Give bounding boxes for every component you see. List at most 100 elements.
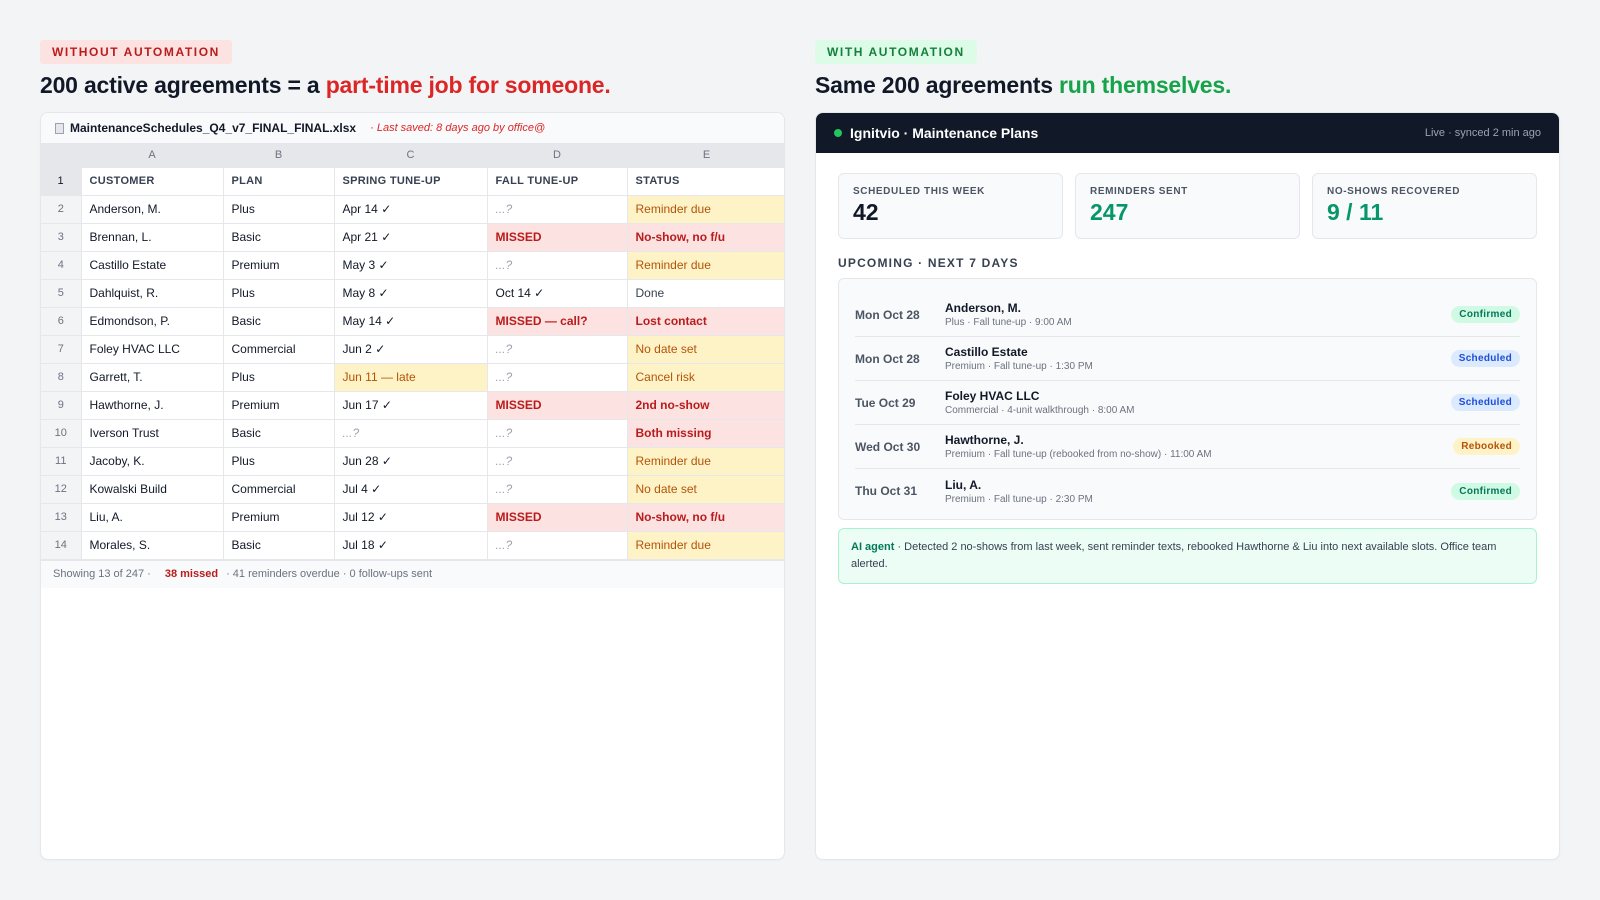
- cell-fall-tune-up[interactable]: MISSED: [487, 223, 628, 252]
- table-row[interactable]: 10 Iverson Trust Basic...?...? Both missing: [41, 419, 784, 448]
- table-row[interactable]: 11 Jacoby, K. Plus Jun 28 ✓...? Reminder due: [41, 447, 784, 476]
- cell-customer[interactable]: Hawthorne, J.: [81, 391, 224, 420]
- column-header-b[interactable]: B: [223, 143, 335, 168]
- cell-spring-tune-up[interactable]: Apr 21 ✓: [334, 223, 488, 252]
- table-row[interactable]: 3 Brennan, L. Basic Apr 21 ✓ MISSED No-show, …: [41, 223, 784, 252]
- cell-plan[interactable]: Basic: [223, 307, 335, 336]
- row-number[interactable]: 9: [41, 391, 82, 420]
- cell-spring-tune-up[interactable]: Jun 2 ✓: [334, 335, 488, 364]
- cell-fall-tune-up[interactable]: ...?: [487, 195, 628, 224]
- cell-fall-tune-up[interactable]: ...?: [487, 363, 628, 392]
- cell-fall-tune-up[interactable]: MISSED — call?: [487, 307, 628, 336]
- cell-customer[interactable]: Castillo Estate: [81, 251, 224, 280]
- cell-fall-tune-up[interactable]: ...?: [487, 531, 628, 560]
- row-number[interactable]: 14: [41, 531, 82, 560]
- cell-fall-tune-up[interactable]: ...?: [487, 335, 628, 364]
- cell-spring-tune-up[interactable]: May 3 ✓: [334, 251, 488, 280]
- cell-status[interactable]: Both missing: [627, 419, 784, 448]
- column-header-e[interactable]: E: [627, 143, 784, 168]
- cell-customer[interactable]: Brennan, L.: [81, 223, 224, 252]
- cell-customer[interactable]: Morales, S.: [81, 531, 224, 560]
- column-header-c[interactable]: C: [334, 143, 488, 168]
- cell-status[interactable]: Reminder due: [627, 251, 784, 280]
- cell-status[interactable]: Reminder due: [627, 195, 784, 224]
- cell-spring-tune-up[interactable]: ...?: [334, 419, 488, 448]
- cell-status[interactable]: No date set: [627, 335, 784, 364]
- cell-plan[interactable]: Plus: [223, 279, 335, 308]
- header-spring-tune-up[interactable]: SPRING TUNE-UP: [334, 167, 488, 196]
- cell-plan[interactable]: Plus: [223, 363, 335, 392]
- cell-status[interactable]: No-show, no f/u: [627, 503, 784, 532]
- cell-plan[interactable]: Premium: [223, 391, 335, 420]
- cell-plan[interactable]: Premium: [223, 503, 335, 532]
- cell-customer[interactable]: Liu, A.: [81, 503, 224, 532]
- cell-spring-tune-up[interactable]: Apr 14 ✓: [334, 195, 488, 224]
- column-header-d[interactable]: D: [487, 143, 628, 168]
- row-number[interactable]: 2: [41, 195, 82, 224]
- row-number[interactable]: 8: [41, 363, 82, 392]
- cell-spring-tune-up[interactable]: Jul 4 ✓: [334, 475, 488, 504]
- row-number[interactable]: 5: [41, 279, 82, 308]
- cell-plan[interactable]: Plus: [223, 447, 335, 476]
- row-number[interactable]: 7: [41, 335, 82, 364]
- cell-customer[interactable]: Edmondson, P.: [81, 307, 224, 336]
- table-row[interactable]: 6 Edmondson, P. Basic May 14 ✓ MISSED — call…: [41, 307, 784, 336]
- corner-cell[interactable]: [41, 143, 82, 168]
- appointment-row[interactable]: Mon Oct 28 Castillo Estate Premium · Fall …: [855, 337, 1520, 381]
- header-customer[interactable]: CUSTOMER: [81, 167, 224, 196]
- header-fall-tune-up[interactable]: FALL TUNE-UP: [487, 167, 628, 196]
- table-row[interactable]: 8 Garrett, T. Plus Jun 11 — late...? Cancel …: [41, 363, 784, 392]
- cell-status[interactable]: Lost contact: [627, 307, 784, 336]
- row-number[interactable]: 6: [41, 307, 82, 336]
- row-number[interactable]: 13: [41, 503, 82, 532]
- appointment-row[interactable]: Thu Oct 31 Liu, A. Premium · Fall tune-up …: [855, 469, 1520, 513]
- file-name[interactable]: MaintenanceSchedules_Q4_v7_FINAL_FINAL.x…: [70, 121, 357, 135]
- cell-status[interactable]: Reminder due: [627, 447, 784, 476]
- table-row[interactable]: 12 Kowalski Build Commercial Jul 4 ✓...? No …: [41, 475, 784, 504]
- table-row[interactable]: 9 Hawthorne, J. Premium Jun 17 ✓ MISSED 2nd n…: [41, 391, 784, 420]
- cell-customer[interactable]: Garrett, T.: [81, 363, 224, 392]
- table-row[interactable]: 5 Dahlquist, R. Plus May 8 ✓ Oct 14 ✓ Done: [41, 279, 784, 308]
- cell-spring-tune-up[interactable]: Jul 18 ✓: [334, 531, 488, 560]
- header-plan[interactable]: PLAN: [223, 167, 335, 196]
- row-number[interactable]: 1: [41, 167, 82, 196]
- cell-fall-tune-up[interactable]: ...?: [487, 475, 628, 504]
- appointment-row[interactable]: Tue Oct 29 Foley HVAC LLC Commercial · 4-u…: [855, 381, 1520, 425]
- cell-status[interactable]: Done: [627, 279, 784, 308]
- table-row[interactable]: 14 Morales, S. Basic Jul 18 ✓...? Reminder d…: [41, 531, 784, 560]
- table-row[interactable]: 2 Anderson, M. Plus Apr 14 ✓...? Reminder du…: [41, 195, 784, 224]
- cell-spring-tune-up[interactable]: Jun 11 — late: [334, 363, 488, 392]
- stat-card-scheduled[interactable]: SCHEDULED THIS WEEK 42: [838, 173, 1063, 239]
- cell-fall-tune-up[interactable]: MISSED: [487, 391, 628, 420]
- row-number[interactable]: 12: [41, 475, 82, 504]
- row-number[interactable]: 11: [41, 447, 82, 476]
- appointment-row[interactable]: Mon Oct 28 Anderson, M. Plus · Fall tune-u…: [855, 293, 1520, 337]
- cell-customer[interactable]: Anderson, M.: [81, 195, 224, 224]
- stat-card-reminders[interactable]: REMINDERS SENT 247: [1075, 173, 1300, 239]
- cell-spring-tune-up[interactable]: May 14 ✓: [334, 307, 488, 336]
- stat-card-no-shows[interactable]: NO-SHOWS RECOVERED 9 / 11: [1312, 173, 1537, 239]
- cell-fall-tune-up[interactable]: MISSED: [487, 503, 628, 532]
- cell-customer[interactable]: Iverson Trust: [81, 419, 224, 448]
- cell-spring-tune-up[interactable]: May 8 ✓: [334, 279, 488, 308]
- cell-customer[interactable]: Jacoby, K.: [81, 447, 224, 476]
- cell-status[interactable]: No date set: [627, 475, 784, 504]
- cell-plan[interactable]: Commercial: [223, 335, 335, 364]
- cell-plan[interactable]: Basic: [223, 531, 335, 560]
- cell-status[interactable]: Cancel risk: [627, 363, 784, 392]
- cell-status[interactable]: 2nd no-show: [627, 391, 784, 420]
- cell-plan[interactable]: Basic: [223, 419, 335, 448]
- cell-fall-tune-up[interactable]: ...?: [487, 251, 628, 280]
- cell-fall-tune-up[interactable]: Oct 14 ✓: [487, 279, 628, 308]
- table-row[interactable]: 13 Liu, A. Premium Jul 12 ✓ MISSED No-show, n…: [41, 503, 784, 532]
- cell-fall-tune-up[interactable]: ...?: [487, 419, 628, 448]
- cell-spring-tune-up[interactable]: Jun 28 ✓: [334, 447, 488, 476]
- cell-customer[interactable]: Dahlquist, R.: [81, 279, 224, 308]
- cell-customer[interactable]: Foley HVAC LLC: [81, 335, 224, 364]
- cell-status[interactable]: No-show, no f/u: [627, 223, 784, 252]
- column-header-a[interactable]: A: [81, 143, 224, 168]
- row-number[interactable]: 4: [41, 251, 82, 280]
- row-number[interactable]: 3: [41, 223, 82, 252]
- header-status[interactable]: STATUS: [627, 167, 784, 196]
- cell-plan[interactable]: Plus: [223, 195, 335, 224]
